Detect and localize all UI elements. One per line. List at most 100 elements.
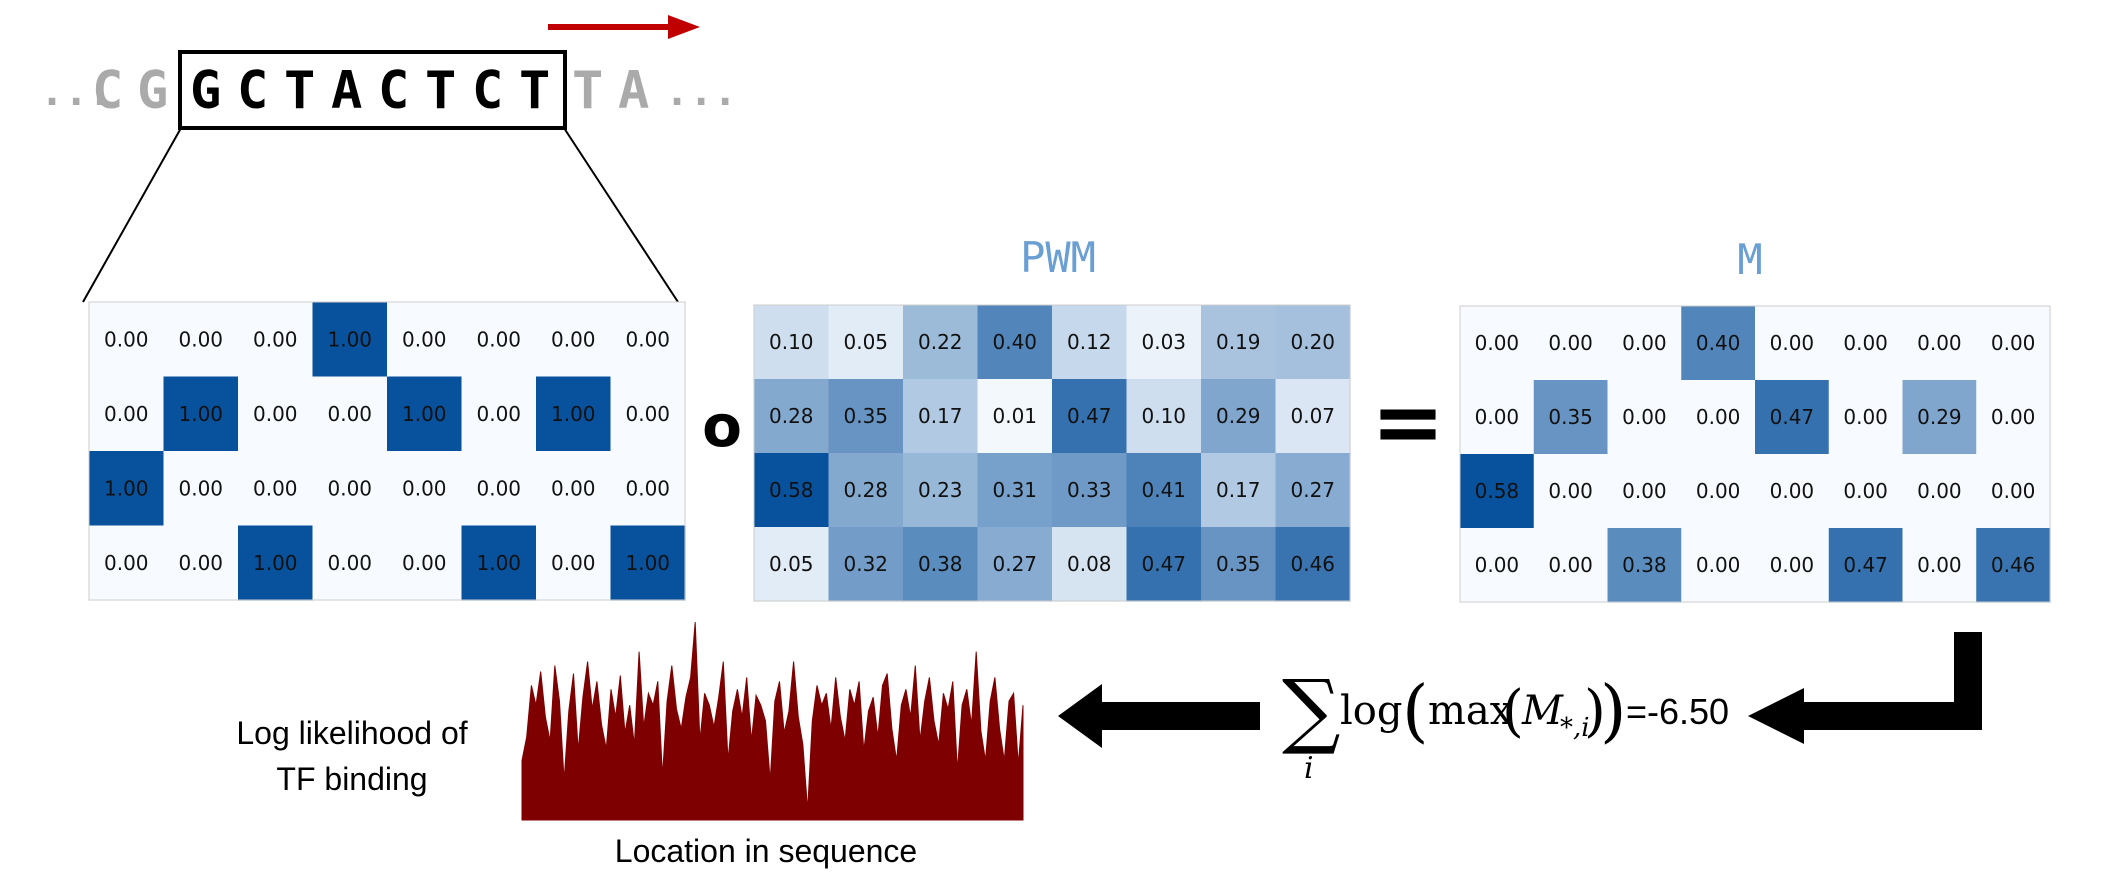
formula-sum-index: i	[1304, 751, 1314, 786]
pwm-cell-value: 0.27	[992, 552, 1037, 576]
motif-window-box	[178, 50, 567, 130]
pwm-cell	[754, 379, 830, 454]
arrow-to-plot	[1058, 684, 1260, 748]
onehot-cell-value: 1.00	[178, 402, 223, 426]
pwm-cell	[1275, 453, 1351, 528]
m-cell	[1755, 454, 1830, 529]
plot-ylabel-line2: TF binding	[276, 761, 427, 797]
onehot-cell-value: 0.00	[178, 476, 223, 500]
pwm-title: PWM	[1020, 233, 1096, 282]
onehot-cell	[536, 302, 612, 378]
onehot-cell	[238, 302, 314, 378]
onehot-cell-value: 1.00	[476, 551, 521, 575]
onehot-cell	[610, 376, 686, 452]
pwm-cell-value: 0.38	[918, 552, 963, 576]
context-base: A	[618, 61, 649, 121]
pwm-cell-value: 0.23	[918, 478, 963, 502]
context-base: T	[572, 61, 603, 121]
m-cell-value: 0.00	[1770, 479, 1815, 503]
pwm-cell-value: 0.10	[1141, 404, 1186, 428]
onehot-cell	[312, 525, 388, 601]
onehot-cell	[312, 376, 388, 452]
m-cell	[1460, 306, 1535, 381]
m-cell	[1755, 380, 1830, 455]
onehot-cell-value: 1.00	[327, 327, 372, 351]
m-cell	[1681, 380, 1756, 455]
onehot-cell-value: 0.00	[625, 402, 670, 426]
pwm-cell-value: 0.33	[1067, 478, 1112, 502]
bent-arrow-from-m	[1748, 632, 1982, 744]
m-cell	[1460, 380, 1535, 455]
formula-paren-close: )	[1600, 672, 1627, 751]
context-base: G	[137, 61, 168, 121]
pwm-cell-value: 0.32	[843, 552, 888, 576]
motif-base: T	[284, 61, 315, 121]
onehot-cell	[461, 451, 537, 527]
formula-matrix-index: *,i	[1560, 713, 1590, 743]
pwm-cell	[1126, 453, 1202, 528]
onehot-cell-value: 0.00	[178, 327, 223, 351]
pwm-cell	[1052, 453, 1128, 528]
m-cell	[1902, 528, 1977, 603]
m-cell-value: 0.00	[1917, 479, 1962, 503]
m-cell-value: 0.00	[1991, 331, 2036, 355]
onehot-cell	[461, 302, 537, 378]
onehot-cell-value: 1.00	[625, 551, 670, 575]
plot-ylabel-line1: Log likelihood of	[236, 715, 467, 751]
onehot-cell	[163, 451, 239, 527]
plot-xlabel: Location in sequence	[615, 833, 917, 869]
onehot-cell	[610, 302, 686, 378]
pwm-cell-value: 0.27	[1290, 478, 1335, 502]
pwm-cell	[903, 453, 979, 528]
m-cell-value: 0.00	[1991, 405, 2036, 429]
onehot-cell-value: 0.00	[476, 327, 521, 351]
m-cell	[1460, 528, 1535, 603]
m-cell-value: 0.00	[1843, 479, 1888, 503]
onehot-cell-value: 0.00	[178, 551, 223, 575]
motif-base: C	[378, 61, 409, 121]
pwm-cell	[1052, 379, 1128, 454]
m-cell	[1828, 380, 1904, 455]
onehot-cell	[536, 376, 612, 452]
pwm-cell	[828, 379, 904, 454]
onehot-cell-value: 1.00	[402, 402, 447, 426]
m-cell	[1533, 454, 1609, 529]
pwm-cell-value: 0.01	[992, 404, 1037, 428]
onehot-cell	[238, 376, 314, 452]
m-cell-value: 0.00	[1622, 479, 1667, 503]
motif-base: C	[237, 61, 268, 121]
context-base: C	[92, 61, 123, 121]
onehot-cell-value: 0.00	[104, 402, 149, 426]
pwm-cell-value: 0.31	[992, 478, 1037, 502]
pwm-cell-value: 0.08	[1067, 552, 1112, 576]
pwm-cell-value: 0.28	[769, 404, 814, 428]
onehot-cell-value: 0.00	[327, 476, 372, 500]
pwm-matrix: 0.10 0.05 0.22 0.40 0.12 0.03 0.19 0.20 0.28 0.35…	[753, 304, 1351, 602]
m-cell-value: 0.00	[1696, 479, 1741, 503]
formula-log: log	[1340, 688, 1402, 734]
motif-base: A	[331, 61, 362, 121]
onehot-cell-value: 0.00	[402, 476, 447, 500]
pwm-matrix-border	[753, 304, 1351, 602]
dna-sequence: ... C G G C T A C T C T T A ...	[40, 50, 737, 130]
motif-base: C	[472, 61, 503, 121]
onehot-cell	[89, 451, 165, 527]
formula-paren-open: (	[1402, 672, 1429, 751]
m-cell-value: 0.00	[1917, 331, 1962, 355]
onehot-cell-value: 0.00	[476, 402, 521, 426]
motif-base: G	[190, 61, 221, 121]
onehot-cell-value: 0.00	[551, 476, 596, 500]
m-cell	[1828, 528, 1904, 603]
pwm-cell	[903, 527, 979, 602]
pwm-cell-value: 0.35	[843, 404, 888, 428]
m-cell-value: 0.38	[1622, 553, 1667, 577]
onehot-cell	[163, 302, 239, 378]
likelihood-plot: Log likelihood of TF binding Location in…	[236, 621, 1024, 869]
m-cell-value: 0.00	[1622, 331, 1667, 355]
onehot-matrix: 0.00 0.00 0.00 1.00 0.00 0.00 0.00 0.00 0.00 1.00…	[88, 301, 686, 601]
m-cell-value: 0.00	[1770, 331, 1815, 355]
onehot-cell-value: 0.00	[253, 327, 298, 351]
onehot-cell	[238, 525, 314, 601]
equals-operator: =	[1371, 370, 1445, 473]
m-cell-value: 0.00	[1548, 553, 1593, 577]
